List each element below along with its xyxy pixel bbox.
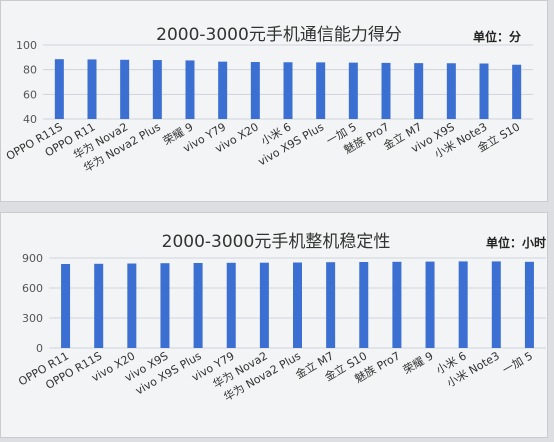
bar [54, 59, 64, 119]
chart-panel-stability: 2000-3000元手机整机稳定性 单位：小时 0 300 600 900 OPPO R… [0, 212, 548, 438]
bar [512, 64, 522, 119]
bar [381, 62, 391, 119]
bar [446, 63, 456, 119]
bar [326, 262, 336, 348]
bar [152, 60, 162, 119]
bar [316, 62, 326, 119]
bar [226, 262, 236, 348]
category-label: 荣耀 9 [401, 349, 436, 377]
bar [127, 263, 137, 348]
bar [160, 263, 170, 348]
y-tick-label: 80 [23, 64, 37, 77]
chart-title: 2000-3000元手机通信能力得分 [156, 25, 402, 45]
chart-unit: 单位：小时 [486, 235, 546, 250]
bar [479, 63, 489, 119]
chart-unit: 单位：分 [473, 29, 521, 44]
y-tick-label: 600 [22, 282, 43, 295]
bar [259, 262, 269, 348]
bar [120, 59, 130, 119]
chart-title: 2000-3000元手机整机稳定性 [162, 232, 391, 252]
y-tick-label: 0 [36, 342, 43, 355]
bar [491, 261, 501, 348]
bar [359, 262, 369, 348]
bar [425, 261, 435, 348]
bar [458, 261, 468, 348]
bar [250, 62, 260, 119]
bar [414, 63, 424, 119]
chart-panel-communication: 2000-3000元手机通信能力得分 单位：分 40 60 80 100 OPPO R1… [0, 0, 548, 202]
bar [185, 60, 195, 119]
bar [524, 261, 534, 348]
bar [193, 263, 203, 348]
bar [87, 59, 97, 119]
bar [61, 264, 71, 348]
bar [218, 61, 228, 119]
bar [348, 62, 358, 119]
y-tick-label: 100 [16, 39, 37, 52]
y-tick-label: 900 [22, 252, 43, 265]
y-tick-label: 40 [23, 113, 37, 126]
bar [293, 262, 302, 348]
bar [94, 263, 104, 348]
bar [283, 62, 293, 119]
category-label: 一加 5 [500, 349, 535, 377]
bar [392, 261, 402, 348]
y-tick-label: 60 [23, 88, 37, 101]
y-tick-label: 300 [22, 312, 43, 325]
